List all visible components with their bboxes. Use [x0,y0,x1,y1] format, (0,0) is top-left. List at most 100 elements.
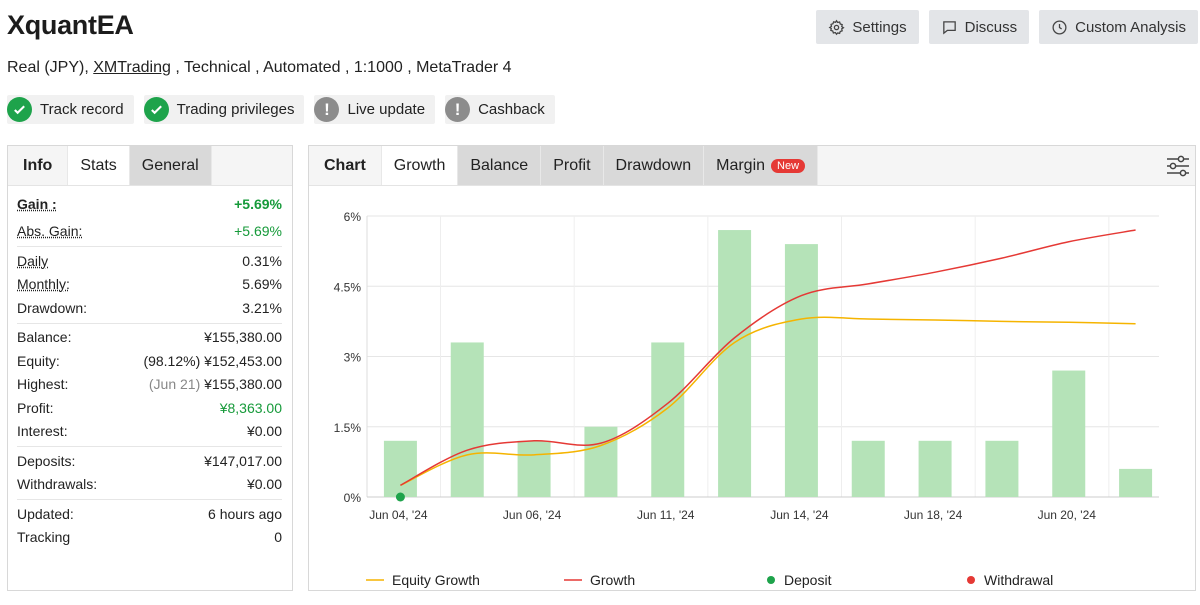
legend-growth[interactable]: Growth [564,572,766,588]
legend-equity-growth[interactable]: Equity Growth [366,572,564,588]
stat-deposits: Deposits: ¥147,017.00 [17,449,282,473]
stat-daily: Daily 0.31% [17,249,282,273]
withdrawals-value: ¥0.00 [246,476,282,493]
stat-tracking: Tracking 0 [17,526,282,550]
badge-label: Track record [40,101,124,118]
stat-interest: Interest: ¥0.00 [17,420,282,444]
legend-line-icon [564,579,582,581]
stat-profit: Profit: ¥8,363.00 [17,396,282,420]
equity-percent: (98.12%) [143,352,201,369]
settings-label: Settings [852,18,907,36]
divider [17,499,282,500]
gain-label[interactable]: Gain : [17,195,57,212]
badge-cashback[interactable]: ! Cashback [445,95,555,124]
updated-value: 6 hours ago [208,505,282,522]
bar [985,440,1019,497]
deposits-value: ¥147,017.00 [204,452,282,469]
account-subtitle: Real (JPY), XMTrading , Technical , Auto… [7,59,512,77]
drawdown-label: Drawdown: [17,299,88,316]
y-tick-label: 3% [344,351,362,365]
monthly-label[interactable]: Monthly: [17,276,70,293]
tab-drawdown[interactable]: Drawdown [603,146,705,185]
deposits-label: Deposits: [17,452,76,469]
custom-analysis-button[interactable]: Custom Analysis [1039,10,1198,44]
abs-gain-value: +5.69% [234,223,282,240]
bar [784,244,818,497]
legend-deposit[interactable]: Deposit [766,572,966,588]
equity-growth-line [400,316,1136,486]
x-tick-label: Jun 11, '24 [637,508,695,522]
y-tick-label: 4.5% [334,280,362,294]
legend-withdrawal[interactable]: Withdrawal [966,572,1053,588]
tab-info[interactable]: Info [8,146,69,185]
y-tick-label: 0% [344,491,362,505]
tab-margin[interactable]: Margin New [704,146,819,185]
stats-tabs: Info Stats General [8,146,292,186]
deposit-marker [395,492,405,502]
bar [851,440,885,497]
bar [718,230,752,498]
abs-gain-label[interactable]: Abs. Gain: [17,223,83,240]
tab-general[interactable]: General [129,146,212,185]
highest-label: Highest: [17,376,69,393]
equity-label: Equity: [17,352,60,369]
y-tick-label: 6% [344,210,362,224]
margin-label: Margin [716,156,766,174]
daily-label[interactable]: Daily [17,252,49,269]
growth-chart: 0% 1.5% 3% 4.5% 6% Jun 04, '24 Jun 06, '24 Jun … [309,187,1195,590]
broker-link[interactable]: XMTrading [93,59,171,76]
legend-withdrawal-label: Withdrawal [984,572,1054,588]
chat-icon [942,20,956,34]
legend-dot-icon [967,576,975,584]
filter-sliders-icon[interactable] [1163,152,1193,180]
updated-label: Updated: [17,505,74,522]
stats-list: Gain : +5.69% Abs. Gain: +5.69% Daily 0.31%… [8,186,292,549]
badge-track-record[interactable]: Track record [7,95,134,124]
tracking-value: 0 [274,529,282,546]
verification-badges: Track record Trading privileges ! Live u… [7,95,555,124]
subtitle-prefix: Real (JPY), [7,59,94,76]
balance-label: Balance: [17,329,72,346]
tracking-label: Tracking [17,529,71,546]
tab-chart[interactable]: Chart [309,146,382,185]
discuss-button[interactable]: Discuss [928,10,1030,44]
badge-label: Live update [347,101,426,118]
tab-balance[interactable]: Balance [458,146,542,185]
tab-profit[interactable]: Profit [541,146,604,185]
equity-value: ¥152,453.00 [204,352,282,369]
drawdown-value: 3.21% [242,299,282,316]
growth-chart-svg: 0% 1.5% 3% 4.5% 6% Jun 04, '24 Jun 06, '24 Jun … [334,210,1159,522]
bar [1119,468,1153,497]
settings-button[interactable]: Settings [816,10,919,44]
badge-live-update[interactable]: ! Live update [314,95,436,124]
bar [651,342,685,497]
profit-value: ¥8,363.00 [219,399,282,416]
stat-withdrawals: Withdrawals: ¥0.00 [17,473,282,497]
clock-icon [1052,19,1067,35]
divider [17,246,282,247]
legend-dot-icon [767,576,775,584]
legend-line-icon [366,579,384,581]
chart-tabs: Chart Growth Balance Profit Drawdown Mar… [309,146,1195,186]
badge-label: Cashback [478,101,545,118]
balance-value: ¥155,380.00 [204,329,282,346]
highest-date: (Jun 21) [148,376,201,393]
bar [450,342,484,497]
stat-gain: Gain : +5.69% [17,192,282,216]
stat-updated: Updated: 6 hours ago [17,502,282,526]
discuss-label: Discuss [964,18,1018,36]
interest-label: Interest: [17,423,68,440]
stat-monthly: Monthly: 5.69% [17,273,282,297]
legend-equity-label: Equity Growth [392,572,480,588]
highest-value: ¥155,380.00 [204,376,282,393]
subtitle-suffix: , Technical , Automated , 1:1000 , MetaT… [170,59,512,76]
x-tick-label: Jun 04, '24 [369,508,428,522]
badge-trading-privileges[interactable]: Trading privileges [143,95,305,124]
y-tick-label: 1.5% [334,421,362,435]
tab-growth[interactable]: Growth [381,146,459,185]
tab-stats[interactable]: Stats [68,146,130,185]
exclamation-icon: ! [445,97,471,122]
stat-drawdown: Drawdown: 3.21% [17,296,282,320]
top-actions: Settings Discuss Custom Analysis [816,10,1198,44]
check-icon [143,97,169,122]
